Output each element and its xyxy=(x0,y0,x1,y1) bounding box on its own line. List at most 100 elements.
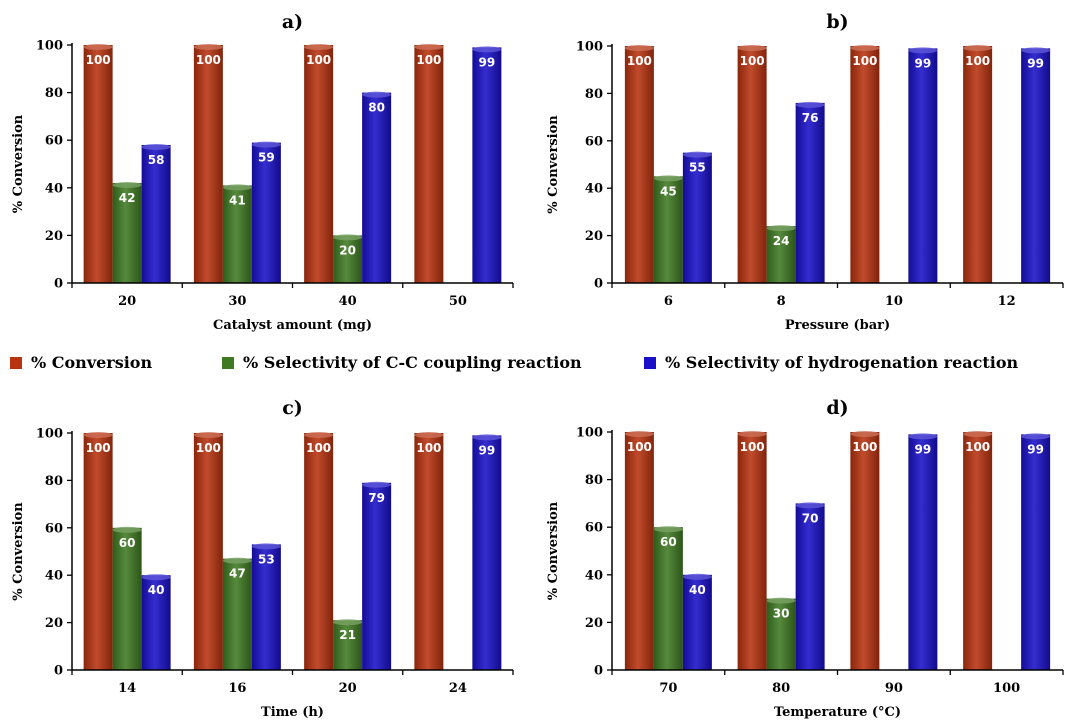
bar-cc-coupling-20 xyxy=(112,183,142,283)
bar-label-conversion-30: 100 xyxy=(196,53,221,67)
bar-cc-coupling-20 xyxy=(333,620,363,670)
bar-hydrogenation-100 xyxy=(1021,434,1051,670)
y-tick-label: 0 xyxy=(54,664,63,679)
bar-cap-hydrogenation-70 xyxy=(682,573,712,580)
bar-hydrogenation-10 xyxy=(908,48,938,284)
bar-cap-cc-coupling-14 xyxy=(112,526,142,533)
x-tick-label: 20 xyxy=(118,294,136,309)
bar-cap-conversion-20 xyxy=(304,432,334,438)
bar-hydrogenation-24 xyxy=(472,435,502,670)
panel-label: c) xyxy=(282,397,303,419)
legend-swatch-conversion xyxy=(10,356,22,369)
bar-cap-cc-coupling-70 xyxy=(653,526,683,533)
bar-label-hydrogenation-100: 99 xyxy=(1027,442,1044,456)
y-axis-title: % Conversion xyxy=(11,114,26,213)
bar-cap-hydrogenation-8 xyxy=(795,101,825,108)
bar-label-conversion-50: 100 xyxy=(416,53,441,67)
bar-label-cc-coupling-6: 45 xyxy=(660,184,677,198)
bar-label-hydrogenation-6: 55 xyxy=(689,161,706,175)
bar-cap-hydrogenation-16 xyxy=(251,543,281,550)
bar-cap-conversion-10 xyxy=(850,45,880,51)
bar-conversion-20 xyxy=(304,433,334,670)
y-tick-label: 40 xyxy=(585,182,603,197)
bar-label-cc-coupling-70: 60 xyxy=(660,535,677,549)
bar-conversion-50 xyxy=(414,45,444,283)
y-tick-label: 60 xyxy=(585,134,603,149)
bar-label-cc-coupling-20: 42 xyxy=(119,191,136,205)
bar-conversion-10 xyxy=(850,46,880,283)
bar-conversion-70 xyxy=(624,432,654,670)
bar-cc-coupling-14 xyxy=(112,527,142,670)
bar-hydrogenation-14 xyxy=(141,575,171,670)
bar-label-hydrogenation-12: 99 xyxy=(1027,56,1044,70)
y-axis-title: % Conversion xyxy=(11,502,26,601)
bar-cap-cc-coupling-6 xyxy=(653,175,683,182)
y-tick-label: 80 xyxy=(45,86,63,101)
x-tick-label: 20 xyxy=(339,681,357,696)
y-tick-label: 60 xyxy=(585,521,603,536)
bar-cap-hydrogenation-12 xyxy=(1021,47,1051,54)
bar-cc-coupling-40 xyxy=(333,235,363,283)
x-tick-label: 100 xyxy=(993,681,1020,696)
bar-cap-cc-coupling-40 xyxy=(333,234,363,241)
bar-label-conversion-24: 100 xyxy=(416,441,441,455)
x-tick-label: 24 xyxy=(449,681,467,696)
bar-label-conversion-12: 100 xyxy=(965,54,990,68)
y-tick-label: 100 xyxy=(36,39,63,54)
bar-label-hydrogenation-70: 40 xyxy=(689,583,706,597)
bar-conversion-40 xyxy=(304,45,334,283)
y-tick-label: 60 xyxy=(45,134,63,149)
x-tick-label: 14 xyxy=(118,681,136,696)
bar-hydrogenation-6 xyxy=(682,152,712,283)
bar-hydrogenation-16 xyxy=(251,544,281,670)
panel-label: d) xyxy=(826,397,848,419)
bar-cap-hydrogenation-14 xyxy=(141,574,171,581)
y-tick-label: 100 xyxy=(576,426,603,441)
x-axis-title: Temperature (°C) xyxy=(774,705,901,720)
bar-cap-cc-coupling-20 xyxy=(333,619,363,626)
bar-cap-conversion-20 xyxy=(83,44,113,50)
bar-conversion-14 xyxy=(83,433,113,670)
bar-label-conversion-90: 100 xyxy=(852,440,877,454)
y-tick-label: 20 xyxy=(585,616,603,631)
bar-cc-coupling-16 xyxy=(222,558,252,670)
bar-label-conversion-6: 100 xyxy=(627,54,652,68)
x-tick-label: 16 xyxy=(228,681,246,696)
bar-cap-conversion-24 xyxy=(414,432,444,438)
bar-cap-hydrogenation-10 xyxy=(908,47,938,54)
x-tick-label: 10 xyxy=(885,294,903,309)
bar-label-cc-coupling-16: 47 xyxy=(229,567,246,581)
bar-hydrogenation-20 xyxy=(141,144,171,283)
chart-panel-3: c) 100 60 40 100 47 53 100 21 79 100 99 0 20 40 60 80 100… xyxy=(11,397,514,720)
y-tick-label: 100 xyxy=(36,427,63,442)
bar-label-hydrogenation-14: 40 xyxy=(148,583,165,597)
bar-label-hydrogenation-40: 80 xyxy=(368,101,385,115)
y-tick-label: 0 xyxy=(594,277,603,292)
chart-panel-1: a) 100 42 58 100 41 59 100 20 80 100 99 0 20 40 60 80 100… xyxy=(11,11,514,333)
bar-label-cc-coupling-20: 21 xyxy=(339,628,356,642)
bar-cc-coupling-30 xyxy=(222,185,252,283)
bar-cap-conversion-100 xyxy=(963,431,993,437)
bar-conversion-30 xyxy=(193,45,223,283)
legend-label-conversion: % Conversion xyxy=(31,353,153,372)
bar-label-hydrogenation-8: 76 xyxy=(802,111,819,125)
bar-cap-conversion-40 xyxy=(304,44,334,50)
bar-label-hydrogenation-80: 70 xyxy=(802,511,819,525)
y-tick-label: 20 xyxy=(585,229,603,244)
bar-label-conversion-8: 100 xyxy=(740,54,765,68)
bar-hydrogenation-40 xyxy=(362,92,392,283)
bar-cap-hydrogenation-30 xyxy=(251,141,281,148)
bar-label-conversion-100: 100 xyxy=(965,440,990,454)
y-tick-label: 20 xyxy=(45,616,63,631)
bar-cap-conversion-12 xyxy=(963,45,993,51)
x-tick-label: 6 xyxy=(664,294,673,309)
bar-cap-hydrogenation-24 xyxy=(472,434,502,441)
bar-cap-conversion-80 xyxy=(737,431,767,437)
panel-label: b) xyxy=(826,11,848,33)
x-tick-label: 40 xyxy=(339,294,357,309)
panel-label: a) xyxy=(282,11,303,33)
bar-cap-hydrogenation-40 xyxy=(362,91,392,98)
y-tick-label: 0 xyxy=(594,664,603,679)
bar-cap-hydrogenation-50 xyxy=(472,46,502,53)
x-tick-label: 70 xyxy=(659,681,677,696)
